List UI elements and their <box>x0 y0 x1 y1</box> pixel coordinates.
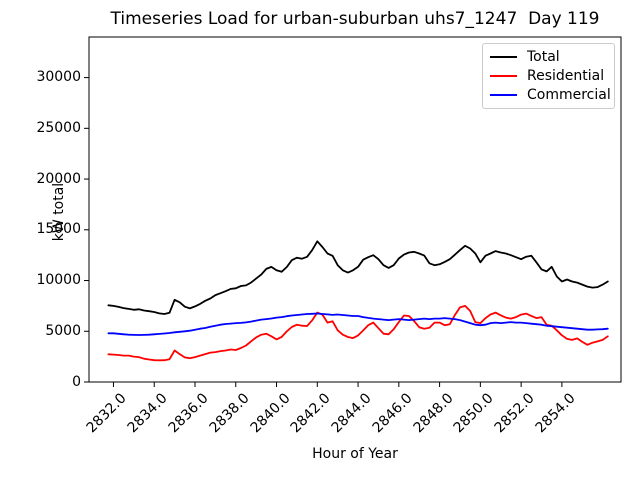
legend-label-residential: Residential <box>527 67 605 84</box>
y-tick-label: 15000 <box>36 221 81 238</box>
legend: Total Residential Commercial <box>482 43 615 109</box>
y-tick-label: 20000 <box>36 170 81 187</box>
legend-item-total: Total <box>490 47 608 66</box>
y-tick-label: 5000 <box>45 322 81 339</box>
x-axis-label: Hour of Year <box>312 446 398 462</box>
series-line-total <box>107 240 609 315</box>
series-line-commercial <box>107 312 609 336</box>
legend-line-commercial-icon <box>490 94 517 97</box>
series-line-residential <box>107 304 609 362</box>
legend-item-commercial: Commercial <box>490 86 611 105</box>
y-tick-label: 0 <box>72 373 81 390</box>
axes-frame <box>88 36 622 383</box>
legend-line-residential-icon <box>490 74 517 77</box>
legend-label-total: Total <box>527 48 560 65</box>
legend-item-residential: Residential <box>490 66 608 85</box>
legend-label-commercial: Commercial <box>527 87 611 104</box>
y-tick-label: 10000 <box>36 272 81 289</box>
chart-title: Timeseries Load for urban-suburban uhs7_… <box>110 9 600 29</box>
y-tick-label: 25000 <box>36 119 81 136</box>
y-tick-label: 30000 <box>36 69 81 86</box>
legend-line-total-icon <box>490 55 517 58</box>
